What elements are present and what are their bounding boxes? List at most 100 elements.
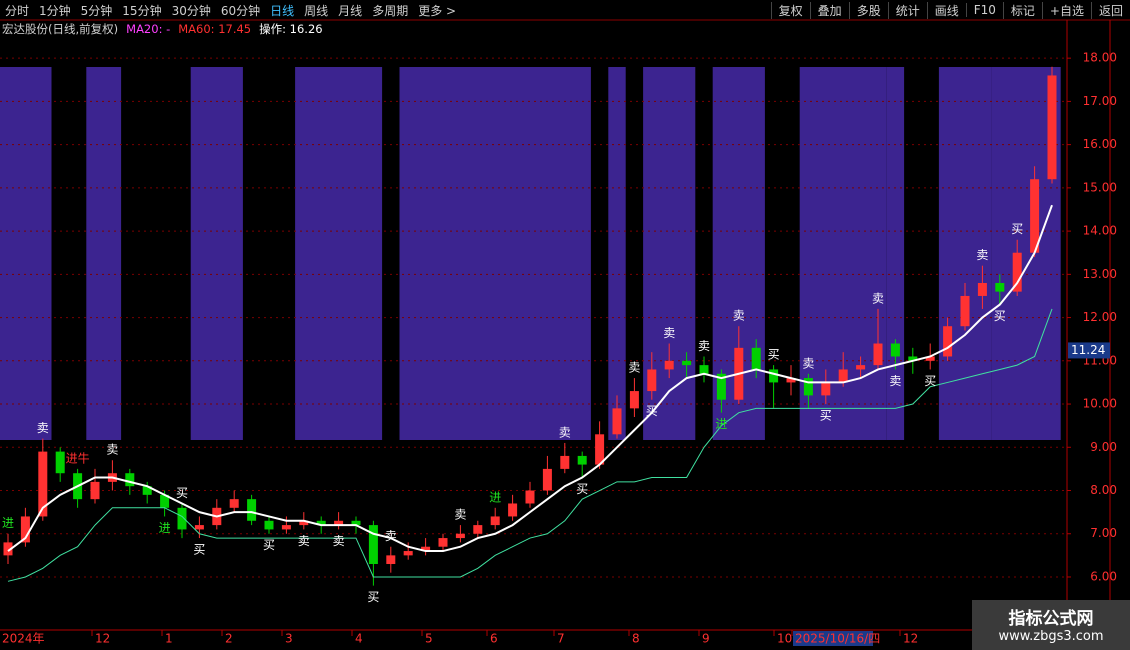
candle-body — [194, 525, 204, 530]
y-tick-label: 12.00 — [1083, 310, 1117, 324]
candle-body — [890, 343, 900, 357]
tool-button[interactable]: 叠加 — [809, 1, 849, 19]
signal-band — [295, 67, 383, 440]
signal-label: 卖 — [106, 443, 118, 457]
period-tab[interactable]: 1分钟 — [39, 3, 71, 18]
candle-body — [473, 525, 483, 534]
signal-label: 卖 — [298, 534, 310, 548]
candle-body — [612, 408, 622, 435]
candle-body — [647, 369, 657, 392]
candle-body — [1012, 252, 1022, 292]
candle-body — [699, 365, 709, 374]
indicator-line — [7, 308, 1053, 582]
x-tick-label: 3 — [285, 632, 293, 646]
candle-body — [3, 542, 13, 556]
tool-button[interactable]: 返回 — [1090, 1, 1130, 19]
period-tab[interactable]: 月线 — [338, 3, 363, 18]
candle-body — [595, 434, 605, 465]
candle-body — [995, 282, 1005, 292]
tool-button[interactable]: 统计 — [887, 1, 927, 19]
signal-label: 买 — [994, 309, 1006, 323]
signal-label: 卖 — [663, 326, 675, 340]
x-tick-label: 2025/10/16/四 — [795, 632, 880, 646]
period-tab[interactable]: 15分钟 — [122, 3, 162, 18]
tool-button[interactable]: 多股 — [848, 1, 888, 19]
candle-body — [351, 520, 361, 526]
y-tick-label: 15.00 — [1083, 180, 1117, 194]
y-tick-label: 13.00 — [1083, 267, 1117, 281]
period-tab[interactable]: 多周期 — [372, 3, 409, 18]
candle-body — [908, 356, 918, 361]
signal-label: 卖 — [333, 534, 345, 548]
signal-label: 买 — [1011, 222, 1023, 236]
x-tick-label: 2 — [225, 632, 233, 646]
period-tab[interactable]: 30分钟 — [171, 3, 211, 18]
candle-body — [786, 378, 796, 383]
candle-body — [421, 546, 431, 552]
watermark-url: www.zbgs3.com — [998, 629, 1104, 644]
candle-body — [281, 525, 291, 530]
candle-body — [160, 494, 170, 508]
signal-label: 进 — [489, 490, 501, 504]
x-tick-label: 2024年 — [2, 632, 45, 646]
candle-body — [125, 473, 135, 487]
signal-label: 进 — [159, 521, 171, 535]
tool-button[interactable]: F10 — [965, 3, 1003, 17]
candle-body — [55, 451, 65, 474]
period-tab[interactable]: 60分钟 — [220, 3, 261, 18]
candle-body — [1047, 75, 1057, 180]
signal-label: 买 — [576, 482, 588, 496]
watermark-name: 指标公式网 — [1008, 609, 1094, 629]
signal-label: 卖 — [385, 529, 397, 543]
watermark: 指标公式网 www.zbgs3.com — [972, 600, 1130, 650]
indicator-line — [7, 204, 1053, 553]
candle-body — [438, 538, 448, 547]
candle-body — [577, 455, 587, 465]
signal-label: 买 — [820, 409, 832, 423]
candle-body — [943, 326, 953, 357]
tool-bar: 复权 叠加 多股 统计 画线 F10 标记 +自选 返回 — [770, 0, 1130, 20]
period-tab[interactable]: 5分钟 — [80, 3, 113, 18]
candle-body — [821, 382, 831, 396]
signal-label: 卖 — [872, 291, 884, 305]
tool-button[interactable]: 标记 — [1002, 1, 1042, 19]
candle-body — [455, 533, 465, 539]
candle-body — [1030, 179, 1040, 253]
ma20: MA20: - — [126, 22, 171, 36]
y-tick-label: 17.00 — [1083, 94, 1117, 108]
candle-body — [247, 499, 257, 521]
info-row: 宏达股份(日线,前复权) MA20: - MA60: 17.45 操作: 16.… — [2, 21, 323, 37]
candle-body — [803, 378, 813, 396]
y-tick-label: 9.00 — [1090, 440, 1117, 454]
candle-body — [664, 360, 674, 370]
candle-body — [264, 520, 274, 530]
x-tick-label: 12 — [95, 632, 110, 646]
signal-label: 进牛 — [66, 450, 90, 465]
signal-band — [991, 67, 1009, 440]
candle-body — [542, 468, 552, 491]
candle-body — [142, 486, 152, 495]
tool-button[interactable]: +自选 — [1041, 1, 1091, 19]
signal-label: 买 — [367, 590, 379, 604]
period-tab[interactable]: 分时 — [5, 3, 30, 18]
candle-body — [716, 373, 726, 400]
y-tick-label: 6.00 — [1090, 569, 1117, 583]
signal-band — [399, 67, 487, 440]
period-tab[interactable]: 日线 — [270, 3, 295, 18]
cursor-price-box — [1068, 342, 1110, 359]
x-tick-label: 1 — [165, 632, 173, 646]
period-tab[interactable]: 更多 > — [418, 3, 457, 18]
signal-label: 卖 — [733, 309, 745, 323]
y-tick-label: 8.00 — [1090, 483, 1117, 497]
tool-button[interactable]: 画线 — [926, 1, 966, 19]
candle-body — [960, 295, 970, 327]
tool-button[interactable]: 复权 — [770, 1, 810, 19]
candle-body — [838, 369, 848, 383]
candle-body — [769, 369, 779, 383]
y-tick-label: 18.00 — [1083, 51, 1117, 65]
period-tab[interactable]: 周线 — [304, 3, 329, 18]
y-tick-label: 14.00 — [1083, 224, 1117, 238]
signal-label: 卖 — [37, 421, 49, 435]
signal-label: 进 — [715, 417, 727, 431]
signal-label: 买 — [646, 404, 658, 418]
